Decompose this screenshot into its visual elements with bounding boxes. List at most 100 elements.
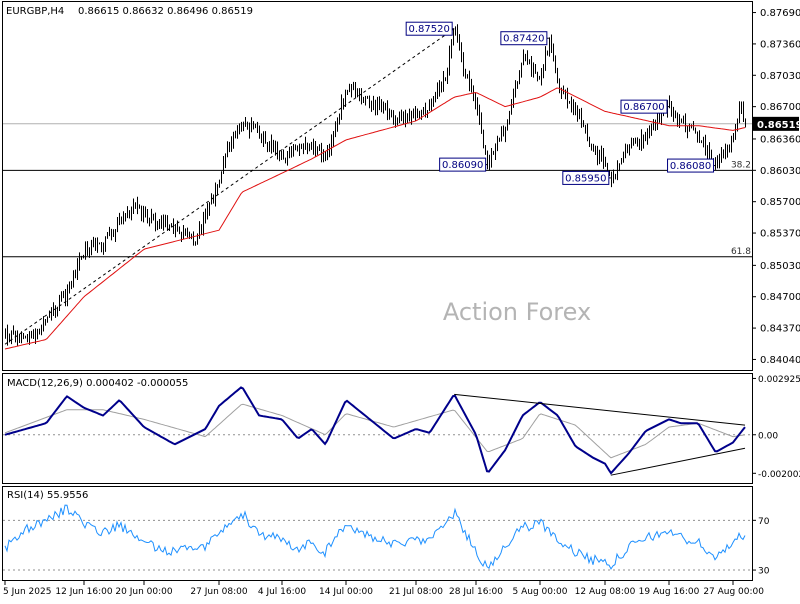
candle-body: [597, 148, 598, 159]
candle-body: [739, 106, 740, 119]
candle-body: [465, 69, 466, 78]
candle-body: [25, 335, 26, 337]
candle-body: [585, 125, 586, 127]
candle-body: [609, 171, 610, 175]
candle-body: [21, 334, 22, 341]
watermark: Action Forex: [443, 298, 591, 326]
macd-signal-line: [4, 403, 746, 459]
candle-body: [495, 145, 496, 154]
candle-body: [205, 213, 206, 217]
candle-body: [435, 92, 436, 98]
candle-body: [183, 230, 184, 237]
candle-body: [207, 209, 208, 217]
candle-body: [5, 332, 6, 334]
macd-title: MACD(12,26,9) 0.000402 -0.000055: [7, 378, 188, 389]
time-tick-label: 19 Aug 16:00: [639, 587, 700, 597]
time-tick-label: 12 Aug 08:00: [575, 587, 636, 597]
candle-body: [23, 334, 24, 337]
candle-body: [517, 83, 518, 85]
candle-body: [669, 102, 670, 107]
current-price-tag: [753, 116, 799, 131]
candle-body: [727, 149, 728, 151]
candle-body: [537, 73, 538, 80]
candle-body: [109, 233, 110, 235]
candle-body: [265, 133, 266, 143]
macd-tick-label: -0.002002: [758, 470, 800, 480]
candle-body: [271, 142, 272, 150]
candle-body: [401, 115, 402, 121]
candle-body: [355, 87, 356, 93]
candle-body: [213, 195, 214, 200]
candle-body: [293, 148, 294, 151]
candle-body: [53, 306, 54, 314]
candle-body: [599, 151, 600, 159]
candle-body: [51, 313, 52, 315]
price-tick-label: 0.87360: [760, 39, 800, 50]
candle-body: [281, 156, 282, 158]
candle-body: [733, 134, 734, 140]
candle-body: [63, 291, 64, 298]
candle-body: [101, 242, 102, 248]
macd-pane-frame: [2, 373, 753, 484]
candle-body: [699, 135, 700, 143]
candle-body: [79, 257, 80, 264]
candle-body: [429, 103, 430, 111]
candle-body: [287, 156, 288, 163]
candle-body: [379, 102, 380, 107]
candle-body: [525, 56, 526, 58]
candle-body: [165, 220, 166, 226]
candle-body: [173, 225, 174, 232]
macd-trendline: [454, 393, 746, 426]
time-tick-label: 4 Jul 16:00: [258, 587, 307, 597]
candle-body: [743, 108, 744, 122]
candle-body: [17, 334, 18, 342]
candle-body: [511, 100, 512, 112]
candle-body: [107, 233, 108, 239]
candle-body: [277, 147, 278, 153]
candle-body: [549, 38, 550, 51]
macd-tick-label: 0.00: [758, 431, 778, 441]
price-tick-label: 0.86030: [760, 166, 800, 177]
candle-body: [491, 152, 492, 161]
candle-body: [191, 234, 192, 236]
annotation-box: [405, 21, 453, 36]
candle-body: [607, 164, 608, 175]
candle-body: [143, 210, 144, 219]
candle-body: [631, 141, 632, 148]
candle-body: [723, 152, 724, 155]
candle-body: [231, 141, 232, 147]
candle-body: [289, 153, 290, 157]
candle-body: [41, 324, 42, 329]
candle-body: [317, 148, 318, 153]
candle-body: [93, 242, 94, 246]
candle-body: [677, 113, 678, 122]
price-tick-label: 0.84370: [760, 324, 800, 335]
candle-body: [399, 115, 400, 120]
candle-body: [643, 134, 644, 142]
candle-body: [641, 134, 642, 144]
candle-body: [673, 109, 674, 115]
candle-body: [387, 107, 388, 114]
candle-body: [375, 100, 376, 109]
candle-body: [225, 154, 226, 162]
candle-body: [313, 143, 314, 149]
candle-body: [175, 227, 176, 232]
moving-average: [4, 87, 746, 350]
annotation-box: [667, 158, 715, 173]
candle-body: [299, 147, 300, 152]
candle-body: [499, 138, 500, 140]
candle-body: [663, 112, 664, 116]
candle-body: [229, 145, 230, 147]
main-levels: 38.2 61.8: [3, 123, 752, 258]
price-tick-label: 0.84700: [760, 292, 800, 303]
candle-body: [331, 141, 332, 150]
candle-body: [581, 113, 582, 125]
candle-body: [167, 220, 168, 226]
trendline: [4, 28, 455, 345]
candle-body: [505, 128, 506, 137]
candle-body: [135, 202, 136, 205]
candle-body: [685, 120, 686, 129]
candle-body: [381, 106, 382, 109]
time-tick-label: 5 Aug 00:00: [513, 587, 568, 597]
